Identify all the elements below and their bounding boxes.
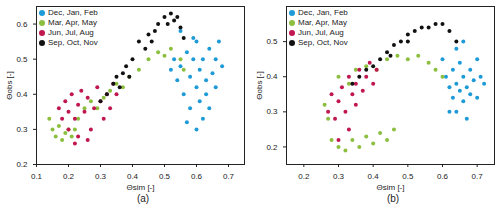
svg-text:0.5: 0.5 xyxy=(16,55,28,64)
html-text:(a): (a) xyxy=(136,193,150,204)
svg-text:0.6: 0.6 xyxy=(191,172,203,181)
svg-text:0.5: 0.5 xyxy=(159,172,171,181)
svg-text:Θobs [-]: Θobs [-] xyxy=(255,71,264,99)
svg-text:0.4: 0.4 xyxy=(127,172,139,181)
svg-text:0.2: 0.2 xyxy=(266,143,278,152)
html-text:Mar, Apr, May: Mar, Apr, May xyxy=(48,18,97,27)
svg-text:0.1: 0.1 xyxy=(31,172,43,181)
html-text:(b): (b) xyxy=(386,193,400,204)
svg-text:0.6: 0.6 xyxy=(16,20,28,29)
html-text:Mar, Apr, May: Mar, Apr, May xyxy=(298,18,347,27)
svg-text:0.3: 0.3 xyxy=(16,125,28,134)
svg-text:0.2: 0.2 xyxy=(16,160,28,169)
svg-text:Θsim [-]: Θsim [-] xyxy=(127,183,155,192)
svg-text:0.3: 0.3 xyxy=(95,172,107,181)
svg-text:0.4: 0.4 xyxy=(16,90,28,99)
html-text:Sep, Oct, Nov: Sep, Oct, Nov xyxy=(298,38,348,47)
svg-text:0.3: 0.3 xyxy=(266,107,278,116)
html-text:Jun, Jul, Aug: Jun, Jul, Aug xyxy=(48,28,94,37)
svg-text:Θsim [-]: Θsim [-] xyxy=(377,183,405,192)
html-text:Dec, Jan, Feb: Dec, Jan, Feb xyxy=(298,8,348,17)
svg-text:0.5: 0.5 xyxy=(266,37,278,46)
svg-text:0.2: 0.2 xyxy=(63,172,75,181)
svg-text:0.7: 0.7 xyxy=(472,172,484,181)
svg-text:0.4: 0.4 xyxy=(368,172,380,181)
html-text:Dec, Jan, Feb: Dec, Jan, Feb xyxy=(48,8,98,17)
svg-text:0.2: 0.2 xyxy=(298,172,310,181)
svg-text:0.4: 0.4 xyxy=(266,72,278,81)
svg-text:0.5: 0.5 xyxy=(402,172,414,181)
svg-text:0.6: 0.6 xyxy=(437,172,449,181)
svg-text:Θobs [-]: Θobs [-] xyxy=(5,71,14,99)
html-text:Jun, Jul, Aug: Jun, Jul, Aug xyxy=(298,28,344,37)
svg-text:0.7: 0.7 xyxy=(223,172,235,181)
html-text:Sep, Oct, Nov: Sep, Oct, Nov xyxy=(48,38,98,47)
svg-text:0.3: 0.3 xyxy=(333,172,345,181)
